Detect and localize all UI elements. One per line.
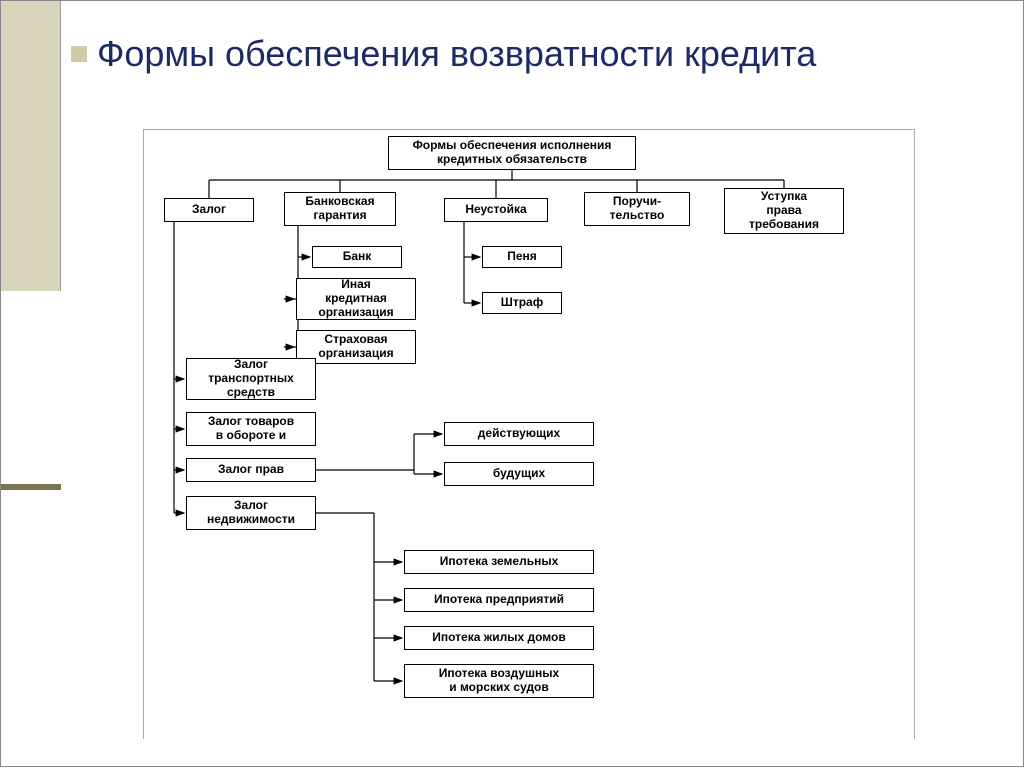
sidebar-accent-line bbox=[1, 484, 61, 490]
node-ustup: Уступка права требования bbox=[724, 188, 844, 234]
node-inoy: Иная кредитная организация bbox=[296, 278, 416, 320]
node-zalog: Залог bbox=[164, 198, 254, 222]
node-bank: Банк bbox=[312, 246, 402, 268]
title-bullet bbox=[71, 46, 87, 62]
node-budu: будущих bbox=[444, 462, 594, 486]
node-ipzem: Ипотека земельных bbox=[404, 550, 594, 574]
node-poruc: Поручи- тельство bbox=[584, 192, 690, 226]
sidebar bbox=[1, 1, 61, 768]
node-ztrans: Залог транспортных средств bbox=[186, 358, 316, 400]
slide-title: Формы обеспечения возвратности кредита bbox=[97, 31, 816, 76]
diagram-container: Формы обеспечения исполнения кредитных о… bbox=[143, 129, 915, 739]
node-deist: действующих bbox=[444, 422, 594, 446]
node-shtraf: Штраф bbox=[482, 292, 562, 314]
node-ipzhil: Ипотека жилых домов bbox=[404, 626, 594, 650]
node-root: Формы обеспечения исполнения кредитных о… bbox=[388, 136, 636, 170]
sidebar-block bbox=[1, 1, 61, 291]
node-ztov: Залог товаров в обороте и bbox=[186, 412, 316, 446]
node-bgar: Банковская гарантия bbox=[284, 192, 396, 226]
node-znedv: Залог недвижимости bbox=[186, 496, 316, 530]
slide: Формы обеспечения возвратности кредита bbox=[0, 0, 1024, 767]
node-zprava: Залог прав bbox=[186, 458, 316, 482]
node-ipvozd: Ипотека воздушных и морских судов bbox=[404, 664, 594, 698]
node-ippred: Ипотека предприятий bbox=[404, 588, 594, 612]
node-penya: Пеня bbox=[482, 246, 562, 268]
node-neust: Неустойка bbox=[444, 198, 548, 222]
